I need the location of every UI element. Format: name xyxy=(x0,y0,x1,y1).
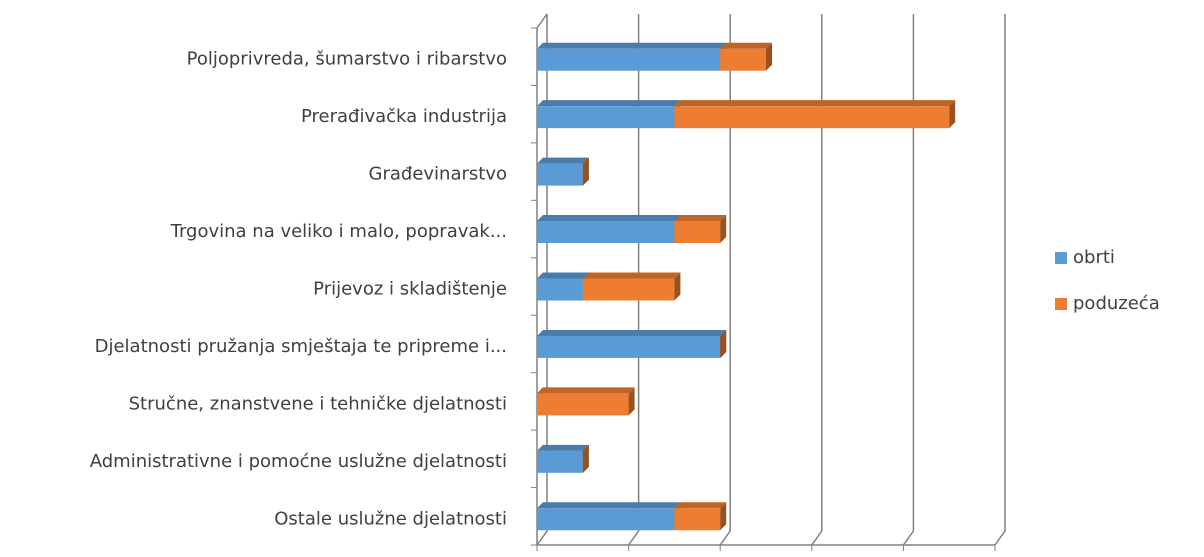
bar xyxy=(537,278,583,301)
bar-segment xyxy=(720,42,772,71)
bar-segment xyxy=(674,215,727,244)
grid-line xyxy=(719,14,731,546)
y-tick-label: Administrativne i pomoćne uslužne djelat… xyxy=(90,451,507,472)
bar-top xyxy=(537,502,681,509)
x-tick-label: 4 xyxy=(714,555,727,557)
legend-swatch xyxy=(1055,252,1067,264)
bar-segment xyxy=(720,329,727,358)
bar-side xyxy=(720,502,727,531)
bar xyxy=(537,48,721,71)
y-tick-label: Poljoprivreda, šumarstvo i ribarstvo xyxy=(187,49,507,70)
legend-swatch xyxy=(1055,298,1067,310)
bar-segment xyxy=(537,329,727,358)
bar-segment xyxy=(582,444,589,473)
bar-segment xyxy=(674,502,727,531)
bar-side xyxy=(720,215,727,244)
bar-segment xyxy=(582,157,589,186)
y-tick-label: Ostale uslužne djelatnosti xyxy=(274,508,507,529)
bar-side xyxy=(720,329,727,358)
bar-top xyxy=(720,42,772,49)
bar-top xyxy=(537,42,727,49)
bar xyxy=(720,48,766,71)
bar-top xyxy=(537,157,589,164)
bar xyxy=(674,221,721,244)
bar xyxy=(537,163,583,186)
bar-side xyxy=(582,157,589,186)
bar-top xyxy=(674,215,727,222)
y-tick-label: Djelatnosti pružanja smještaja te pripre… xyxy=(95,336,507,357)
grid-line xyxy=(811,14,823,546)
y-tick-label: Prijevoz i skladištenje xyxy=(313,279,507,300)
bar-segment xyxy=(537,444,589,473)
bar-segment xyxy=(537,215,681,244)
bar-side xyxy=(674,272,681,301)
y-tick-label: Prerađivačka industrija xyxy=(301,106,507,127)
bar-top xyxy=(537,215,681,222)
grid-line xyxy=(994,14,1006,546)
bar-top xyxy=(674,100,956,107)
bar-segment xyxy=(537,100,681,129)
bar xyxy=(537,450,583,473)
grid-line xyxy=(627,14,640,546)
x-tick-label: 8 xyxy=(897,555,910,557)
x-tick-label: 2 xyxy=(622,555,635,557)
bar xyxy=(537,508,675,531)
bar xyxy=(537,106,675,129)
bar xyxy=(537,393,629,416)
bar-top xyxy=(537,272,589,279)
bar-side xyxy=(582,444,589,473)
bar-top xyxy=(582,272,681,279)
y-tick-label: Građevinarstvo xyxy=(369,164,507,185)
y-tick-label: Trgovina na veliko i malo, popravak... xyxy=(170,221,507,242)
bar-segment xyxy=(537,42,727,71)
grid-line xyxy=(536,14,548,546)
bar-segment xyxy=(537,387,635,416)
bar-segment xyxy=(537,157,589,186)
x-tick-label: 0 xyxy=(530,555,543,557)
bar xyxy=(674,106,950,129)
bar xyxy=(537,221,675,244)
legend-label: poduzeća xyxy=(1073,293,1160,314)
bar-segment xyxy=(674,100,956,129)
x-tick-label: 10 xyxy=(982,555,1009,557)
bar-top xyxy=(537,444,589,451)
y-tick-label: Stručne, znanstvene i tehničke djelatnos… xyxy=(129,393,507,414)
bar-segment xyxy=(537,272,589,301)
bar-side xyxy=(949,100,956,129)
bar-segment xyxy=(537,502,681,531)
bar xyxy=(674,508,721,531)
bar xyxy=(582,278,675,301)
x-tick-label: 6 xyxy=(805,555,818,557)
bar-top xyxy=(537,100,681,107)
grid-line xyxy=(902,14,915,546)
bar-top xyxy=(674,502,727,509)
bar xyxy=(537,335,721,358)
bar-top xyxy=(537,329,727,336)
bar-side xyxy=(766,42,772,71)
bar-top xyxy=(537,387,635,394)
legend-label: obrti xyxy=(1073,247,1115,268)
bar-side xyxy=(628,387,635,416)
bar-segment xyxy=(582,272,681,301)
